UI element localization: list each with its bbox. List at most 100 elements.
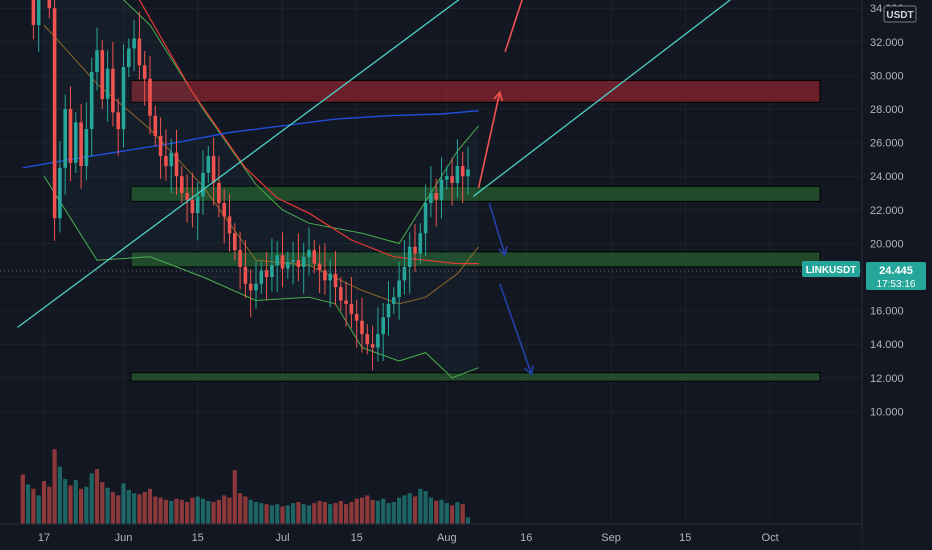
volume-bar [211, 502, 216, 524]
candle-body [307, 250, 311, 257]
candle-body [238, 250, 242, 267]
volume-bar [275, 504, 280, 524]
volume-bar [375, 500, 380, 524]
volume-bar [227, 497, 232, 524]
volume-bar [269, 505, 274, 524]
volume-bar [291, 503, 296, 524]
candle-body [201, 172, 205, 197]
volume-bar [439, 499, 444, 524]
volume-bar [354, 498, 359, 524]
volume-bar [428, 497, 433, 524]
volume-bar [110, 492, 115, 524]
volume-bar [465, 517, 471, 524]
candle-body [137, 38, 142, 66]
ema-blue-line [22, 110, 479, 169]
candle-body [455, 166, 460, 183]
volume-bar [259, 503, 264, 524]
volume-bar [243, 496, 248, 524]
candle-body [434, 193, 438, 200]
price-tick-label: 28.000 [870, 104, 904, 116]
volume-bar [153, 496, 158, 524]
symbol-tag [802, 261, 860, 277]
price-tick-label: 22.000 [870, 205, 904, 217]
volume-bar [444, 503, 449, 524]
candle-body [153, 115, 158, 136]
volume-bar [280, 506, 285, 524]
volume-bar [460, 504, 465, 524]
price-tick-label: 32.000 [870, 37, 904, 49]
candle-body [185, 193, 189, 200]
support-zone [130, 372, 821, 382]
candle-body [291, 260, 295, 262]
price-tick-label: 16.000 [870, 306, 904, 318]
price-tick-label: 20.000 [870, 238, 904, 250]
volume-bar [450, 505, 455, 524]
time-tick-label: Sep [601, 532, 621, 544]
volume-bar [179, 499, 184, 524]
candle-body [460, 166, 465, 177]
ema-red-line [138, 0, 479, 265]
time-tick-label: 16 [520, 532, 532, 544]
candle-body [95, 50, 99, 73]
volume-bar [195, 496, 200, 524]
time-tick-label: 15 [192, 532, 204, 544]
candle-body [63, 109, 67, 168]
time-axis[interactable] [0, 524, 862, 550]
volume-bar [174, 498, 179, 524]
candle-body [354, 313, 359, 321]
candle-body [254, 283, 258, 291]
candle-body [296, 260, 301, 267]
candle-body [339, 287, 343, 301]
volume-bar [322, 502, 327, 524]
time-axis-labels: 17 Jun 15 Jul 15 Aug 16 Sep 15 Oct [38, 532, 779, 544]
candle-body [142, 65, 147, 79]
arrow-up [477, 92, 501, 189]
time-tick-label: 15 [679, 532, 691, 544]
volume-bar [285, 505, 290, 524]
volume-bar [126, 489, 131, 524]
volume-bar [317, 500, 322, 524]
candle-body [36, 0, 41, 25]
volume-bar [306, 505, 312, 524]
currency-label: USDT [886, 10, 913, 21]
volume-bar [402, 495, 407, 524]
drawings[interactable] [17, 0, 808, 377]
candle-body [370, 344, 375, 348]
volume-bar [222, 495, 227, 524]
volume-bar [137, 494, 142, 524]
volume-bar [386, 503, 391, 524]
volume-bar [232, 470, 237, 524]
volume-bar [349, 502, 354, 524]
volume-bar [200, 498, 206, 524]
volume-bar [253, 502, 259, 524]
currency-badge[interactable] [883, 5, 917, 23]
volume-bar [370, 499, 375, 524]
candle-body [211, 156, 216, 183]
volume-bar [312, 503, 317, 524]
candle-body [376, 334, 380, 348]
volume-bar [455, 502, 460, 524]
volume-bar [169, 500, 174, 524]
volume-bar [57, 466, 62, 524]
volume-bar [412, 496, 418, 524]
volume-bar [338, 500, 343, 524]
candle-body [365, 334, 370, 345]
candle-body [111, 68, 115, 113]
candle-body [89, 72, 94, 130]
candle-body [74, 122, 78, 163]
arrow-down [488, 202, 506, 256]
arrow-down-head [524, 365, 534, 377]
volume-bar [158, 497, 163, 524]
candle-body [407, 246, 412, 267]
candle-body [360, 320, 364, 335]
candle-body [47, 0, 52, 9]
volume-bar [84, 486, 89, 524]
candle-body [158, 135, 163, 157]
volume-bar [206, 500, 211, 524]
price-tick-label: 26.000 [870, 138, 904, 150]
candle-body [270, 265, 274, 277]
candle-body [328, 273, 332, 281]
volume-bar [105, 487, 110, 524]
